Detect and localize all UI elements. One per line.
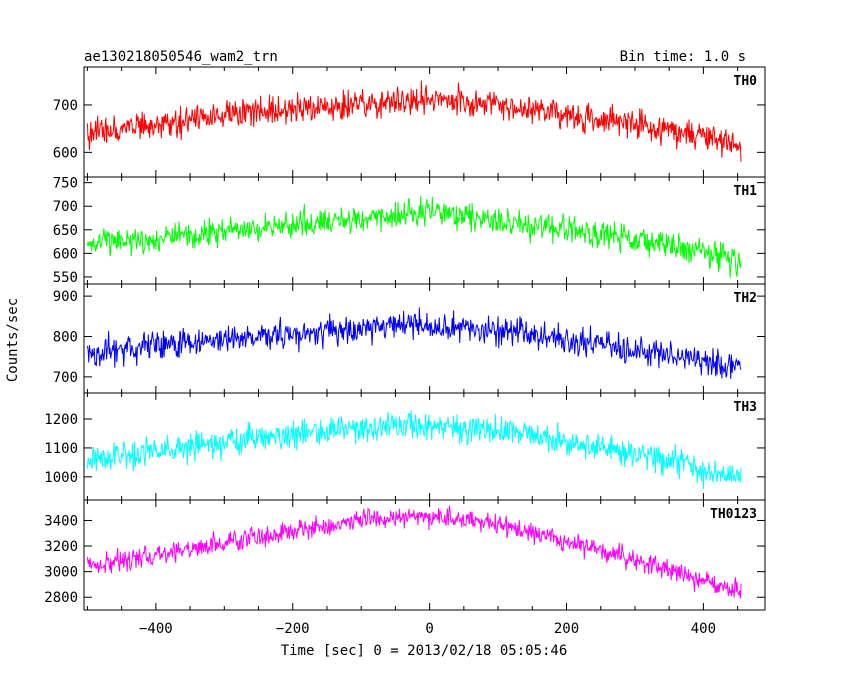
panel-th0123: 2800 3000 3200 3400 TH0123 [44, 499, 766, 611]
series-line-th1 [86, 196, 742, 278]
panel-label-th2: TH2 [734, 291, 757, 306]
chart-header-left: ae130218050546_wam2_trn [84, 49, 278, 65]
y-tick-label: 600 [53, 246, 78, 262]
y-tick-label: 650 [53, 223, 78, 239]
y-tick-label: 900 [53, 289, 78, 305]
panel-frame [83, 499, 766, 611]
panel-th0: 600 700 TH0 [53, 66, 766, 178]
series-line-th2 [86, 307, 742, 379]
x-tick-label: −400 [139, 621, 173, 637]
y-tick-label: 750 [53, 176, 78, 192]
y-tick-label: 3200 [44, 539, 78, 555]
y-tick-label: 2800 [44, 590, 78, 606]
panel-label-th0: TH0 [734, 74, 758, 89]
x-tick-label: 400 [691, 621, 716, 637]
y-tick-label: 1100 [44, 441, 78, 457]
y-tick-label: 700 [53, 370, 78, 386]
y-tick-label: 600 [53, 145, 78, 161]
y-tick-label: 1000 [44, 470, 78, 486]
y-tick-label: 550 [53, 270, 78, 286]
panel-th3: 1000 1100 1200 TH3 [44, 392, 766, 501]
series-line-th0123 [86, 505, 742, 599]
y-tick-label: 700 [53, 98, 78, 114]
x-tick-label: −200 [276, 621, 310, 637]
y-tick-label: 700 [53, 199, 78, 215]
x-tick-label: 200 [554, 621, 579, 637]
panel-th1: 550 600 650 700 750 TH1 [53, 176, 766, 286]
x-tick-label: 0 [425, 621, 433, 637]
y-tick-label: 1200 [44, 412, 78, 428]
panel-th2: 700 800 900 TH2 [53, 283, 766, 394]
panel-frame [83, 283, 766, 394]
panel-frame [83, 66, 766, 178]
y-tick-label: 800 [53, 329, 78, 345]
panel-frame [83, 392, 766, 501]
y-tick-label: 3400 [44, 513, 78, 529]
panels-group: 600 700 TH0 550 600 650 700 750 TH1 700 800 900 TH2 1… [44, 66, 766, 637]
x-axis-title: Time [sec] 0 = 2013/02/18 05:05:46 [281, 643, 568, 659]
panel-label-th3: TH3 [734, 400, 757, 415]
chart-header-right: Bin time: 1.0 s [620, 49, 746, 65]
series-line-th0 [86, 80, 742, 162]
y-axis-title: Counts/sec [5, 298, 21, 382]
panel-label-th1: TH1 [734, 184, 758, 199]
series-line-th3 [86, 410, 742, 489]
panel-label-th0123: TH0123 [710, 507, 757, 522]
y-tick-label: 3000 [44, 565, 78, 581]
